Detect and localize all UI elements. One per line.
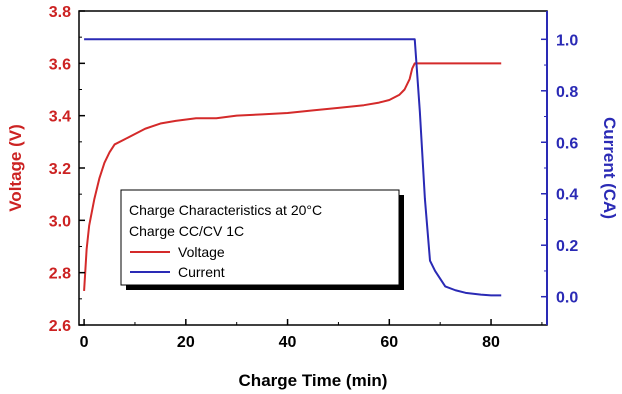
left-y-tick-label: 3.2 xyxy=(49,161,71,178)
legend-title-line-2: Charge CC/CV 1C xyxy=(129,223,244,239)
legend-voltage-label: Voltage xyxy=(178,244,225,260)
legend-current-label: Current xyxy=(178,264,225,280)
left-y-tick-label: 3.6 xyxy=(49,56,71,73)
left-y-tick-label: 2.6 xyxy=(49,318,71,335)
right-y-tick-label: 0.2 xyxy=(556,238,578,255)
right-y-tick-label: 0.6 xyxy=(556,135,578,152)
right-y-axis: 0.0 0.2 0.4 0.6 0.8 1.0 xyxy=(541,11,578,325)
x-axis: 0 20 40 60 80 xyxy=(80,319,543,351)
series-line-voltage xyxy=(83,62,502,292)
x-tick-label: 20 xyxy=(177,334,195,351)
left-y-axis: 2.6 2.8 3.0 3.2 3.4 3.6 3.8 xyxy=(49,4,85,335)
x-tick-label: 60 xyxy=(380,334,398,351)
left-y-tick-label: 2.8 xyxy=(49,266,71,283)
right-y-tick-label: 0.8 xyxy=(556,84,578,101)
right-y-axis-label: Current (CA) xyxy=(600,117,619,219)
left-y-tick-label: 3.8 xyxy=(49,4,71,21)
x-axis-label: Charge Time (min) xyxy=(239,371,388,390)
legend-box xyxy=(120,189,400,286)
right-y-tick-label: 0.4 xyxy=(556,187,578,204)
legend: Charge Characteristics at 20°C Charge CC… xyxy=(120,189,404,290)
right-y-tick-label: 0.0 xyxy=(556,290,578,307)
series-line-current xyxy=(84,38,502,297)
legend-title-line-1: Charge Characteristics at 20°C xyxy=(129,202,322,218)
x-tick-label: 40 xyxy=(279,334,297,351)
left-y-tick-label: 3.0 xyxy=(49,213,71,230)
left-y-tick-label: 3.4 xyxy=(49,109,71,126)
x-tick-label: 0 xyxy=(80,334,89,351)
right-y-tick-label: 1.0 xyxy=(556,32,578,49)
x-tick-label: 80 xyxy=(482,334,500,351)
left-y-axis-label: Voltage (V) xyxy=(6,124,25,212)
chart-marks xyxy=(83,38,502,297)
